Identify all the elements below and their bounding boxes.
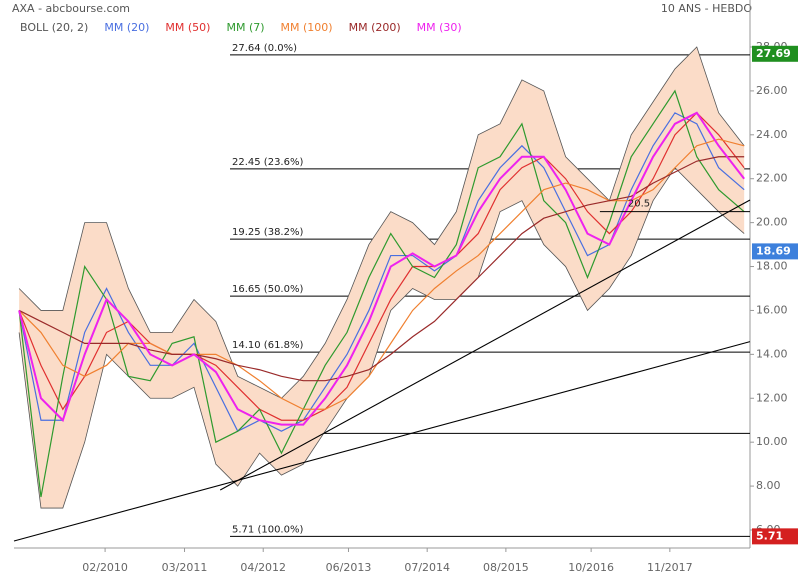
x-tick-label: 02/2010	[82, 561, 128, 574]
x-tick-label: 08/2015	[483, 561, 529, 574]
y-tick-label: 24.00	[756, 128, 788, 141]
x-tick-label: 07/2014	[404, 561, 450, 574]
price-box	[752, 528, 798, 545]
series-line	[18, 156, 745, 382]
x-tick-label: 04/2012	[240, 561, 286, 574]
fib-label: 16.65 (50.0%)	[232, 284, 303, 295]
band-upper	[18, 46, 745, 399]
price-box	[752, 45, 798, 62]
legend-entry: MM (30)	[417, 21, 462, 34]
level-label: 20.5	[628, 199, 650, 210]
y-tick-label: 16.00	[756, 303, 788, 316]
series-line	[18, 111, 745, 426]
band-lower	[18, 167, 745, 509]
series-line	[18, 138, 745, 410]
x-tick-label: 06/2013	[326, 561, 372, 574]
x-tick-label: 10/2016	[568, 561, 614, 574]
y-tick-label: 18.00	[756, 260, 788, 273]
y-tick-label: 22.00	[756, 172, 788, 185]
legend-entry: MM (7)	[226, 21, 264, 34]
chart-subtitle: 10 ANS - HEBDO	[661, 2, 752, 15]
trendline	[219, 199, 751, 491]
y-tick-label: 26.00	[756, 84, 788, 97]
x-tick-label: 03/2011	[162, 561, 208, 574]
fib-label: 22.45 (23.6%)	[232, 157, 303, 168]
legend: BOLL (20, 2) MM (20) MM (50) MM (7) MM (100)…	[20, 21, 462, 34]
y-tick-label: 20.00	[756, 216, 788, 229]
y-tick-label: 10.00	[756, 435, 788, 448]
fib-label: 5.71 (100.0%)	[232, 524, 303, 535]
x-tick-label: 11/2017	[647, 561, 693, 574]
price-label: 27.69	[756, 47, 791, 60]
chart-title: AXA - abcbourse.com	[12, 2, 130, 15]
legend-entry: BOLL (20, 2)	[20, 21, 88, 34]
legend-entry: MM (20)	[104, 21, 149, 34]
y-tick-label: 8.00	[756, 479, 781, 492]
fib-label: 19.25 (38.2%)	[232, 227, 303, 238]
series-line	[18, 112, 745, 433]
legend-entry: MM (50)	[165, 21, 210, 34]
price-box	[752, 243, 798, 260]
trendline	[13, 341, 751, 542]
price-label: 18.69	[756, 244, 791, 257]
legend-entry: MM (100)	[281, 21, 333, 34]
fib-label: 27.64 (0.0%)	[232, 43, 297, 54]
fib-label: 14.10 (61.8%)	[232, 340, 303, 351]
y-tick-label: 14.00	[756, 347, 788, 360]
y-tick-label: 12.00	[756, 391, 788, 404]
price-label: 5.71	[756, 529, 783, 542]
series-line	[18, 89, 745, 498]
legend-entry: MM (200)	[349, 21, 401, 34]
